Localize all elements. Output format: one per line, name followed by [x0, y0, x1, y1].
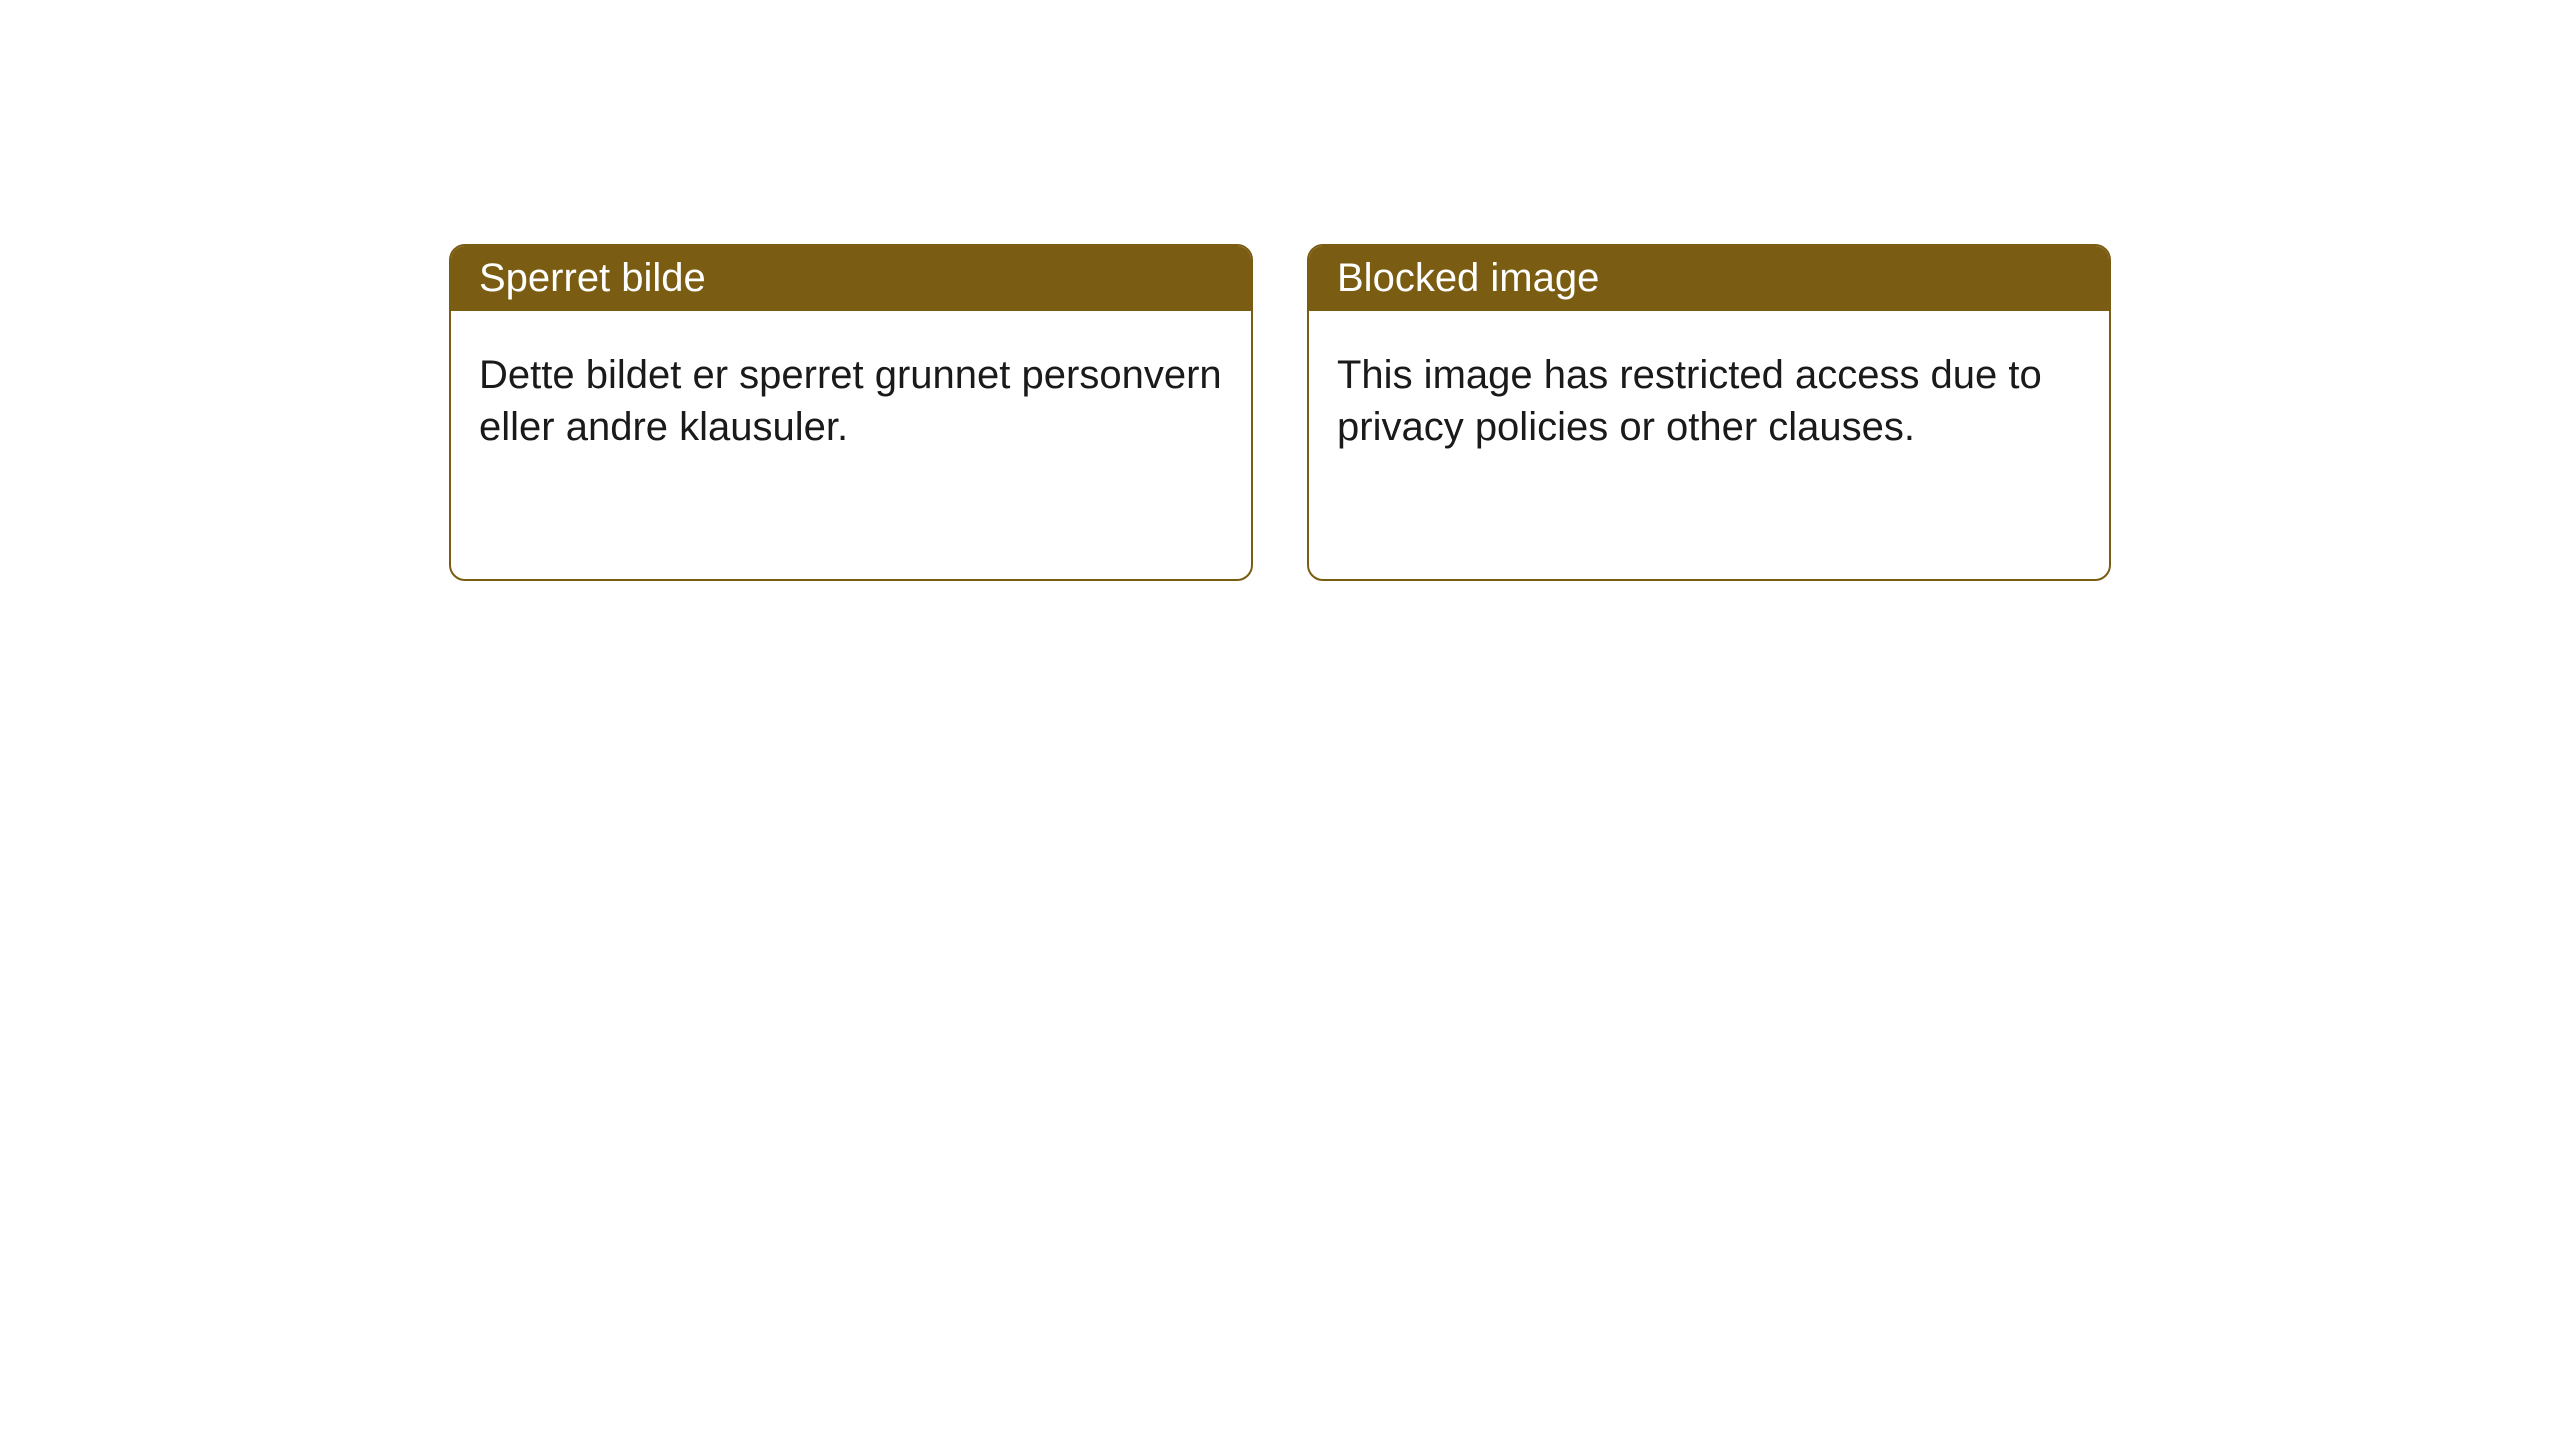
- panel-title: Sperret bilde: [479, 256, 706, 300]
- panel-title: Blocked image: [1337, 256, 1599, 300]
- message-panel-norwegian: Sperret bilde Dette bildet er sperret gr…: [449, 244, 1253, 581]
- message-panel-english: Blocked image This image has restricted …: [1307, 244, 2111, 581]
- panel-body-text: This image has restricted access due to …: [1337, 353, 2042, 449]
- panel-body: Dette bildet er sperret grunnet personve…: [451, 311, 1251, 491]
- panel-header: Blocked image: [1309, 246, 2109, 311]
- panel-body: This image has restricted access due to …: [1309, 311, 2109, 491]
- panel-body-text: Dette bildet er sperret grunnet personve…: [479, 353, 1222, 449]
- message-panel-row: Sperret bilde Dette bildet er sperret gr…: [449, 244, 2111, 581]
- panel-header: Sperret bilde: [451, 246, 1251, 311]
